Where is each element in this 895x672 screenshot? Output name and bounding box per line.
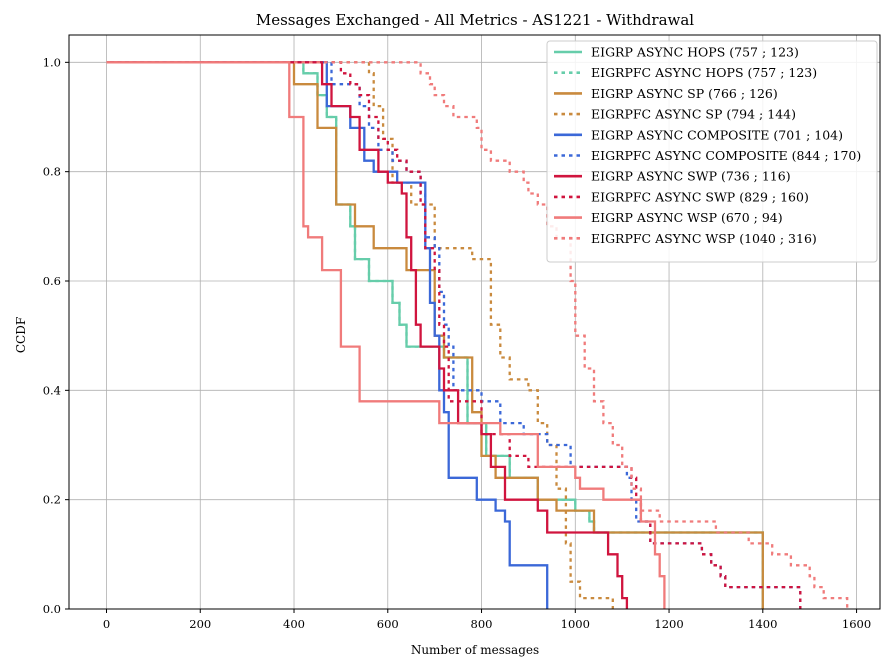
legend-label: EIGRPFC ASYNC SP (794 ; 144) [591, 107, 796, 122]
legend: EIGRP ASYNC HOPS (757 ; 123) EIGRPFC ASYN… [546, 40, 878, 263]
legend-label: EIGRPFC ASYNC WSP (1040 ; 316) [591, 231, 817, 246]
legend-label: EIGRP ASYNC COMPOSITE (701 ; 104) [591, 127, 843, 142]
legend-box [546, 40, 878, 263]
x-tick-label: 1400 [748, 617, 777, 631]
y-axis-label: CCDF [14, 317, 28, 353]
y-tick-label: 1.0 [43, 55, 61, 69]
x-axis-label: Number of messages [411, 643, 539, 657]
legend-label: EIGRP ASYNC HOPS (757 ; 123) [591, 45, 799, 60]
y-tick-label: 0.6 [43, 274, 61, 288]
legend-label: EIGRPFC ASYNC SWP (829 ; 160) [591, 189, 809, 204]
y-tick-label: 0.0 [43, 602, 61, 616]
axis-ticks: 0 200 400 600 800 1000 1200 1400 1600 0.0 0.2 0.4 0.… [43, 55, 871, 631]
series-line-eigrpfc-async-wsp-1040-316 [106, 61, 849, 609]
plot-frame [68, 34, 881, 610]
y-tick-label: 0.8 [43, 165, 61, 179]
legend-label: EIGRPFC ASYNC COMPOSITE (844 ; 170) [591, 148, 861, 163]
x-tick-label: 600 [377, 617, 399, 631]
x-tick-label: 1200 [654, 617, 683, 631]
x-tick-label: 1600 [842, 617, 871, 631]
x-tick-label: 0 [103, 617, 110, 631]
x-tick-label: 200 [189, 617, 211, 631]
legend-label: EIGRPFC ASYNC HOPS (757 ; 123) [591, 65, 817, 80]
legend-label: EIGRP ASYNC WSP (670 ; 94) [591, 210, 783, 225]
legend-label: EIGRP ASYNC SP (766 ; 126) [591, 86, 778, 101]
legend-label: EIGRP ASYNC SWP (736 ; 116) [591, 169, 791, 184]
y-tick-label: 0.4 [43, 383, 61, 397]
series-lines [106, 61, 849, 609]
series-line-eigrpfc-async-hops-757-123 [106, 61, 764, 609]
chart-title: Messages Exchanged - All Metrics - AS122… [256, 11, 694, 29]
series-line-eigrp-async-wsp-670-94 [106, 61, 666, 609]
series-line-eigrpfc-async-swp-829-160 [106, 61, 802, 609]
series-line-eigrp-async-composite-701-104 [106, 61, 549, 609]
x-tick-label: 800 [471, 617, 493, 631]
x-tick-label: 1000 [561, 617, 590, 631]
series-line-eigrp-async-swp-736-116 [106, 61, 629, 609]
x-tick-label: 400 [283, 617, 305, 631]
y-tick-label: 0.2 [43, 493, 61, 507]
